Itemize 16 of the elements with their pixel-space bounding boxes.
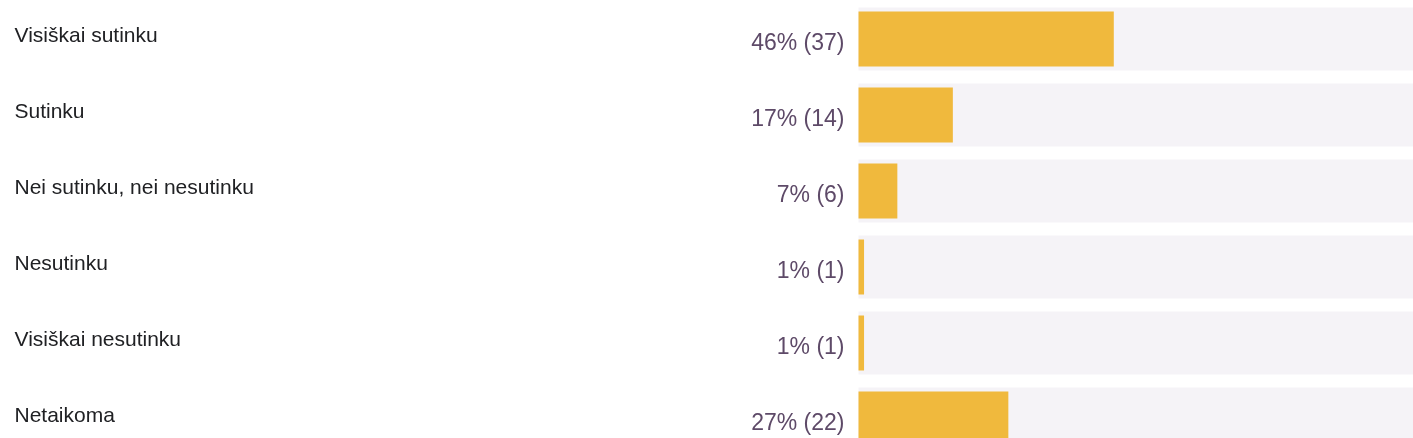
y-tick-label: Nei sutinku, nei nesutinku (14, 174, 254, 198)
data-label: 7% (6) (776, 181, 845, 207)
y-tick-label: Visiškai nesutinku (14, 326, 182, 350)
data-label: 27% (22) (751, 409, 845, 435)
bar (858, 87, 953, 143)
data-label: 1% (1) (776, 333, 845, 359)
y-tick-label: Netaikoma (14, 402, 116, 426)
y-tick-label: Nesutinku (14, 250, 108, 274)
y-tick-label: Sutinku (14, 98, 85, 122)
bar (858, 239, 865, 295)
bar (858, 163, 898, 219)
data-label: 1% (1) (776, 257, 845, 283)
data-label: 17% (14) (751, 105, 845, 131)
y-tick-label: Visiškai sutinku (14, 22, 158, 46)
data-label: 46% (37) (751, 29, 845, 55)
bar (858, 315, 865, 371)
